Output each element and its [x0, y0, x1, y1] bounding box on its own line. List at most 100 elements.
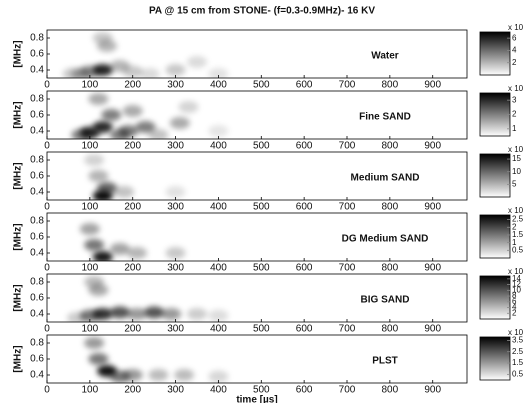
heat-spot — [165, 64, 186, 76]
x-tick-label: 200 — [124, 80, 141, 91]
x-tick-label: 600 — [296, 80, 313, 91]
x-tick-label: 0 — [44, 80, 50, 91]
x-tick-label: 100 — [82, 80, 99, 91]
x-tick-label: 700 — [339, 141, 356, 152]
heat-spot — [208, 309, 229, 322]
y-tick-label: 0.6 — [30, 110, 44, 121]
colorbar-tick-label: 3.5 — [512, 336, 523, 345]
heat-spot — [92, 251, 113, 261]
x-tick-label: 300 — [167, 141, 184, 152]
x-tick-label: 500 — [253, 141, 270, 152]
colorbar-tick-label: 2 — [512, 58, 517, 67]
colorbar-tick-label: 2 — [512, 110, 517, 119]
colorbar-tick-label: 12 — [512, 280, 521, 289]
x-tick-label: 0 — [44, 202, 50, 213]
colorbar-tick-label: 0.5 — [512, 369, 523, 378]
x-tick-label: 400 — [210, 141, 227, 152]
x-tick-label: 600 — [296, 263, 313, 274]
x-tick-label: 200 — [124, 385, 141, 396]
colorbar-tick-label: 2 — [512, 308, 517, 317]
x-tick-label: 500 — [253, 385, 270, 396]
heat-spot — [187, 56, 207, 68]
x-tick-label: 700 — [339, 80, 356, 91]
x-tick-label: 800 — [382, 324, 399, 335]
colorbar-tick-label: 1.5 — [512, 230, 523, 239]
x-tick-label: 700 — [339, 202, 356, 213]
x-tick-label: 400 — [210, 202, 227, 213]
y-tick-label: 0.8 — [30, 277, 44, 288]
heat-spot — [144, 306, 165, 319]
colorbar-tick-label: 1.5 — [512, 358, 523, 367]
x-tick-label: 0 — [44, 263, 50, 274]
heat-spot — [88, 93, 109, 105]
colorbar-tick-label: 2 — [512, 222, 517, 231]
heat-spot — [84, 276, 105, 288]
y-tick-label: 0.6 — [30, 354, 44, 365]
x-tick-label: 100 — [82, 202, 99, 213]
chart-title: PA @ 15 cm from STONE- (f=0.3-0.9MHz)- 1… — [149, 6, 375, 17]
x-tick-label: 400 — [210, 263, 227, 274]
y-tick-label: 0.4 — [30, 309, 44, 320]
x-tick-label: 200 — [124, 202, 141, 213]
x-tick-label: 0 — [44, 385, 50, 396]
heat-spot — [208, 125, 229, 137]
x-tick-label: 400 — [210, 324, 227, 335]
x-tick-label: 200 — [124, 324, 141, 335]
x-tick-label: 600 — [296, 324, 313, 335]
y-axis-label: [MHz] — [13, 101, 24, 128]
x-tick-label: 300 — [167, 80, 184, 91]
heat-spot — [148, 369, 169, 381]
colorbar-tick-label: 6 — [512, 297, 517, 306]
panel-label: Medium SAND — [351, 173, 420, 184]
x-tick-label: 300 — [167, 324, 184, 335]
colorbar-multiplier: x 10 — [508, 84, 523, 93]
heat-spot — [92, 32, 113, 44]
heat-spot — [109, 129, 130, 139]
plot-area — [62, 32, 229, 78]
plot-area — [79, 223, 186, 261]
x-tick-label: 300 — [167, 202, 184, 213]
colorbar — [479, 214, 511, 259]
panel-label: DG Medium SAND — [342, 234, 429, 245]
x-tick-label: 700 — [339, 385, 356, 396]
heat-spot — [84, 154, 105, 166]
colorbar-multiplier: x 10 — [508, 267, 523, 276]
y-tick-label: 0.4 — [30, 370, 44, 381]
y-tick-label: 0.4 — [30, 126, 44, 137]
colorbar — [479, 275, 511, 320]
panel-label: Water — [371, 51, 399, 62]
x-tick-label: 900 — [424, 263, 441, 274]
panel-label: BIG SAND — [361, 295, 410, 306]
x-tick-label: 500 — [253, 263, 270, 274]
heat-spot — [114, 186, 135, 198]
colorbar-tick-label: 8 — [512, 291, 517, 300]
x-tick-label: 900 — [424, 80, 441, 91]
x-tick-label: 300 — [167, 263, 184, 274]
colorbar-tick-label: 4 — [512, 303, 517, 312]
y-tick-label: 0.8 — [30, 216, 44, 227]
x-tick-label: 900 — [424, 141, 441, 152]
y-axis-label: [MHz] — [13, 223, 24, 250]
y-tick-label: 0.8 — [30, 338, 44, 349]
x-tick-label: 100 — [82, 263, 99, 274]
colorbar-tick-label: 14 — [512, 274, 521, 283]
heat-spot — [208, 68, 229, 78]
colorbar-tick-label: 6 — [512, 33, 517, 42]
x-tick-label: 300 — [167, 385, 184, 396]
plot-area — [67, 276, 229, 322]
colorbar-tick-label: 2.5 — [512, 215, 523, 224]
y-tick-label: 0.4 — [30, 248, 44, 259]
x-tick-label: 400 — [210, 385, 227, 396]
colorbar-tick-label: 1 — [512, 124, 517, 133]
heat-spot — [122, 105, 143, 117]
colorbar — [479, 92, 511, 137]
x-tick-label: 900 — [424, 202, 441, 213]
y-tick-label: 0.8 — [30, 94, 44, 105]
heat-spot — [71, 129, 92, 139]
panel-label: PLST — [372, 356, 398, 367]
y-tick-label: 0.4 — [30, 65, 44, 76]
plot-area — [71, 93, 229, 139]
y-axis-label: [MHz] — [13, 162, 24, 189]
colorbar-tick-label: 0.5 — [512, 245, 523, 254]
heat-spot — [122, 65, 143, 78]
